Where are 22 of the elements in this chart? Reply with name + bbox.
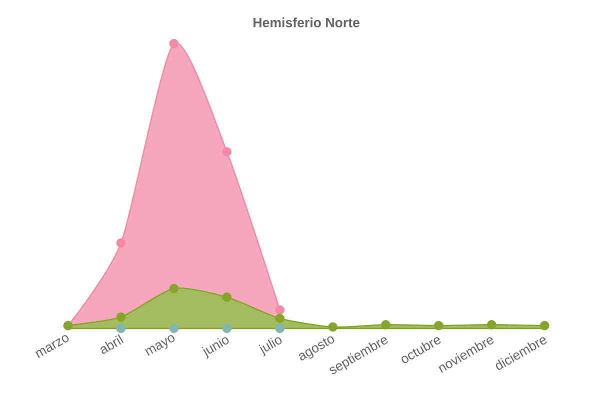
point: [169, 284, 179, 294]
point: [381, 320, 390, 330]
point: [540, 320, 550, 330]
x-tick-label: abril: [100, 334, 124, 354]
point: [275, 324, 285, 334]
point: [116, 324, 126, 334]
point: [116, 238, 126, 248]
point: [222, 147, 232, 156]
point: [434, 320, 444, 330]
point: [328, 322, 338, 332]
point: [169, 324, 179, 334]
point: [486, 320, 496, 330]
point: [222, 324, 232, 334]
point: [222, 292, 232, 302]
point: [275, 314, 285, 324]
chart-title: Hemisferio Norte: [254, 18, 360, 28]
x-tick-label: julio: [258, 337, 282, 356]
point: [275, 305, 285, 315]
x-tick-label: junio: [202, 337, 229, 359]
point: [116, 312, 126, 322]
x-tick-label: mayo: [145, 335, 175, 356]
point: [169, 38, 179, 48]
